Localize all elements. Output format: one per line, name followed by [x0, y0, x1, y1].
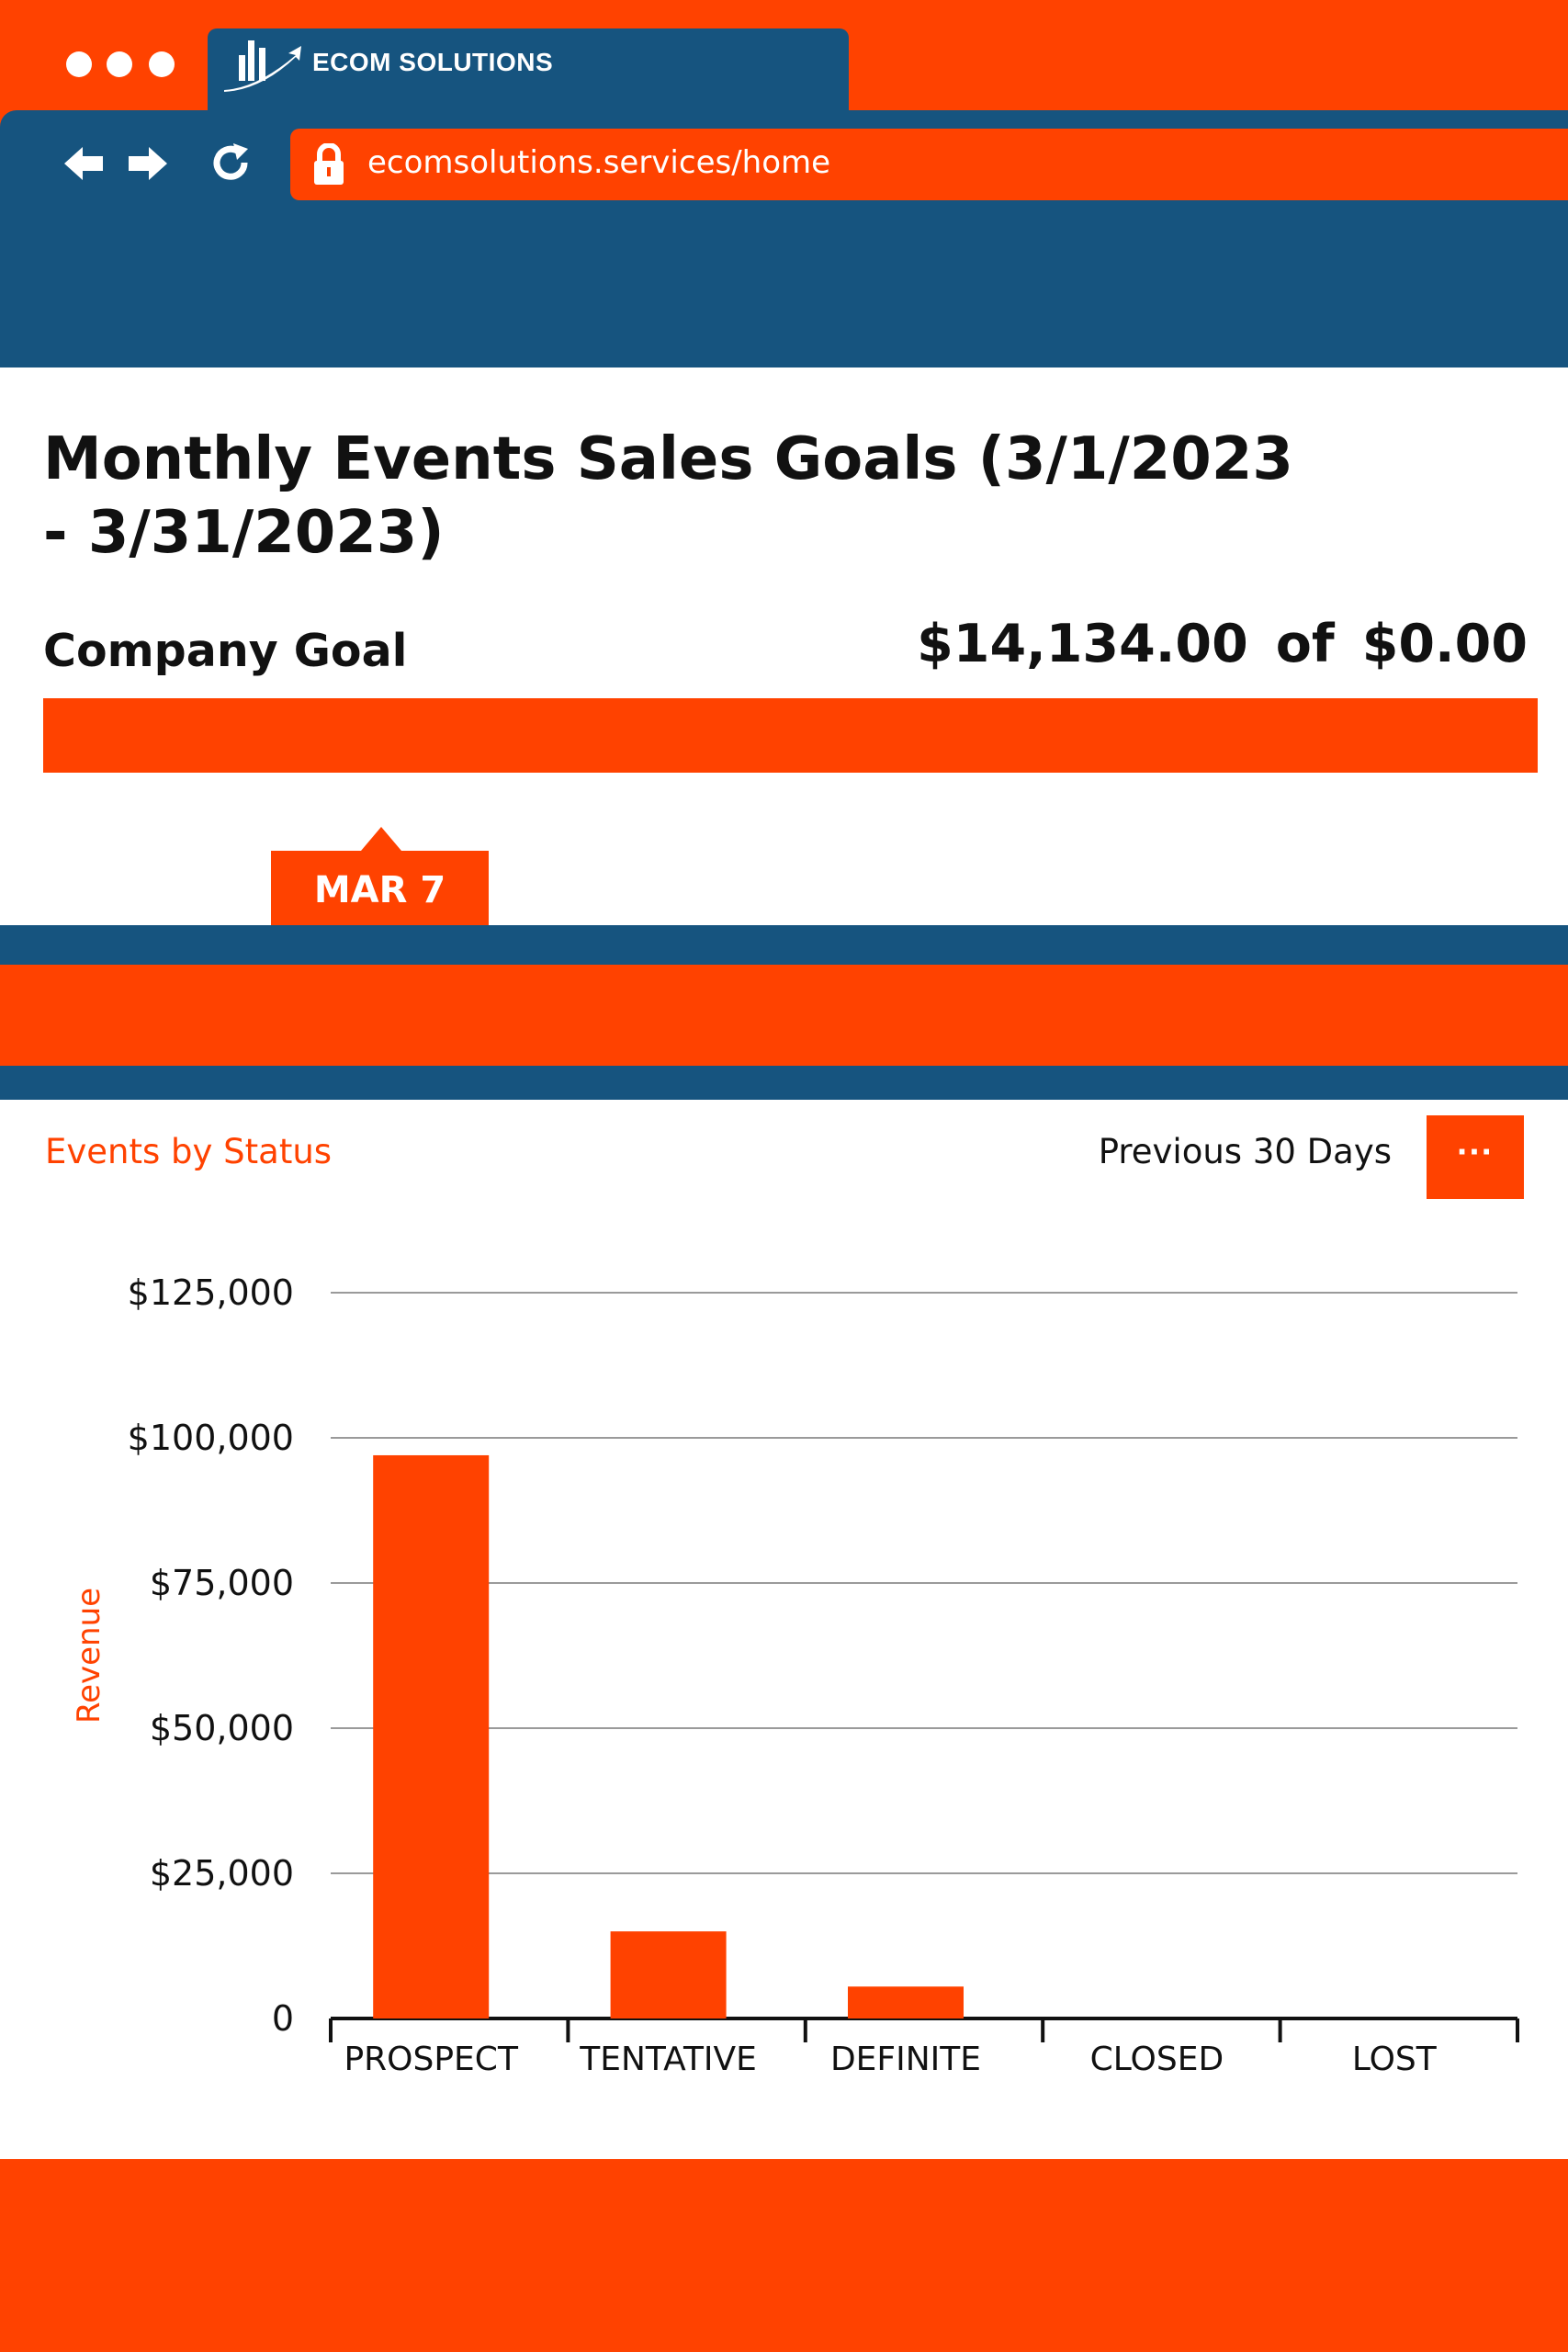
date-marker: MAR 7	[271, 827, 489, 930]
reload-icon[interactable]	[209, 141, 252, 184]
tab-title: ECOM SOLUTIONS	[312, 48, 554, 76]
bar-definite	[848, 1986, 964, 2018]
lock-icon	[314, 143, 344, 185]
y-tick-label: 0	[272, 1998, 294, 2039]
x-category-label: CLOSED	[1090, 2041, 1224, 2078]
bar-tentative	[610, 1931, 727, 2018]
goal-label: Company Goal	[43, 625, 408, 677]
goal-progress-bar	[43, 698, 1538, 773]
y-tick-label: $100,000	[128, 1418, 294, 1458]
address-bar[interactable]	[290, 129, 1568, 200]
events-chart-card	[0, 1100, 1568, 2159]
divider-band	[0, 925, 1568, 965]
goals-card	[0, 368, 1568, 925]
section-title: Events by Status	[45, 1132, 333, 1171]
back-arrow-icon[interactable]	[64, 147, 105, 180]
x-category-label: PROSPECT	[344, 2041, 519, 2078]
url-text[interactable]: ecomsolutions.services/home	[367, 144, 831, 181]
goal-values: $14,134.00 of $0.00	[889, 614, 1528, 674]
more-options-button[interactable]: ···	[1427, 1115, 1524, 1199]
divider-band	[0, 1066, 1568, 1100]
x-category-label: DEFINITE	[830, 2041, 981, 2078]
x-category-label: LOST	[1352, 2041, 1438, 2078]
window-dot-close[interactable]	[66, 51, 92, 77]
y-tick-label: $125,000	[128, 1272, 294, 1313]
goal-amount: $14,134.00	[917, 614, 1248, 674]
forward-arrow-icon[interactable]	[127, 147, 167, 180]
logo-icon	[224, 40, 301, 92]
page-title: Monthly Events Sales Goals (3/1/2023 - 3…	[43, 425, 1293, 567]
y-tick-label: $25,000	[150, 1853, 294, 1894]
goal-of: of	[1275, 614, 1335, 674]
window-dot-minimize[interactable]	[107, 51, 132, 77]
divider-band-accent	[0, 965, 1568, 1066]
y-tick-label: $50,000	[150, 1708, 294, 1748]
x-category-label: TENTATIVE	[579, 2041, 757, 2078]
bar-prospect	[373, 1454, 490, 2018]
window-dot-maximize[interactable]	[149, 51, 175, 77]
y-tick-label: $75,000	[150, 1563, 294, 1603]
y-axis-label: Revenue	[71, 1588, 107, 1724]
goal-target: $0.00	[1361, 614, 1528, 674]
browser-tab[interactable]	[208, 28, 849, 113]
period-selector[interactable]: Previous 30 Days	[1098, 1132, 1392, 1171]
events-bar-chart: 0 $25,000 $50,000 $75,000 $100,000 $125,000 Re…	[71, 1272, 1519, 2078]
